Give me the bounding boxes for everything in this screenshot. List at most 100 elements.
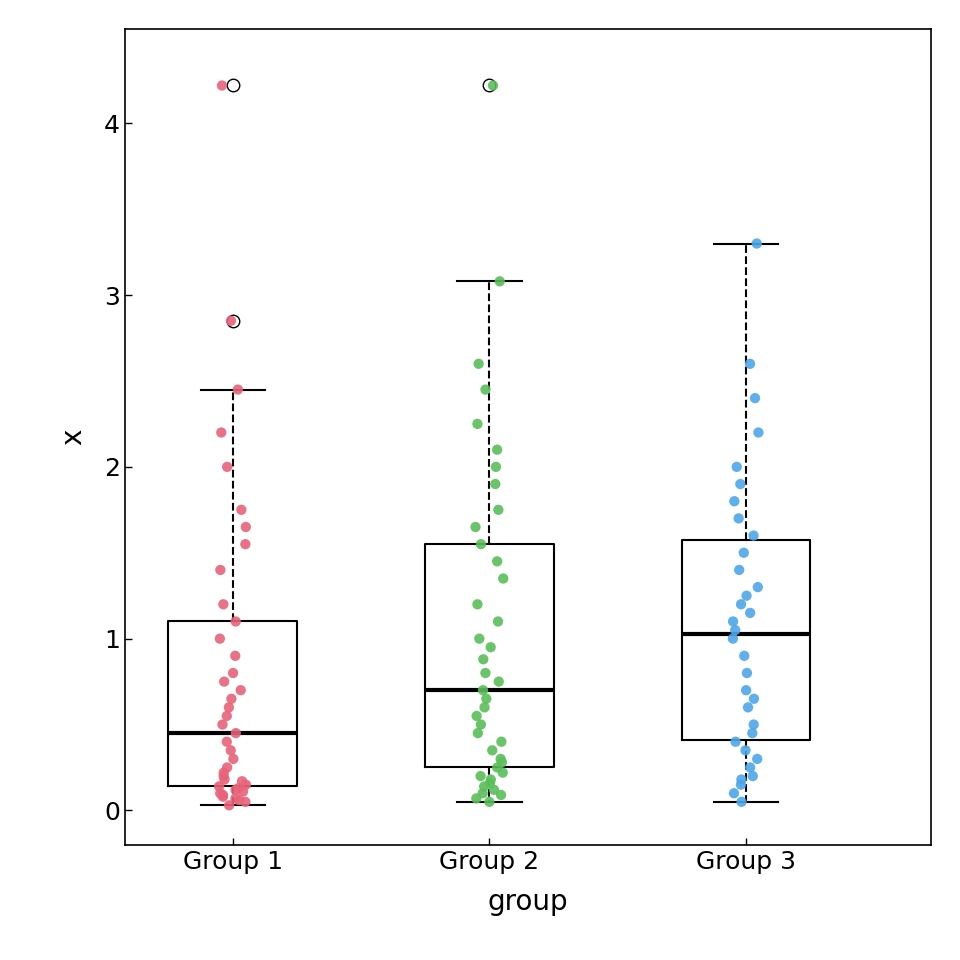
Point xyxy=(490,554,505,569)
Point xyxy=(212,785,228,801)
Point xyxy=(494,755,510,770)
Point xyxy=(736,545,752,561)
Point xyxy=(219,734,234,750)
Point xyxy=(745,768,760,783)
Point xyxy=(478,382,493,397)
Point xyxy=(739,665,755,681)
Point xyxy=(477,700,492,715)
Point xyxy=(488,476,503,492)
Point xyxy=(216,596,231,612)
Point xyxy=(745,726,760,741)
Point xyxy=(473,717,489,732)
Point xyxy=(479,691,494,707)
Point xyxy=(489,459,504,474)
Point xyxy=(740,700,756,715)
Point xyxy=(224,313,239,328)
Y-axis label: x: x xyxy=(60,428,87,445)
Point xyxy=(220,759,235,775)
Point xyxy=(213,563,228,578)
Point xyxy=(727,493,742,509)
Point xyxy=(215,787,230,803)
Point xyxy=(725,631,740,646)
Point xyxy=(746,691,761,707)
Point xyxy=(226,752,241,767)
Point xyxy=(217,674,232,689)
Point xyxy=(483,772,498,787)
Point xyxy=(224,691,239,707)
Point xyxy=(750,580,765,595)
Point xyxy=(750,752,765,767)
Point xyxy=(222,798,237,813)
Point xyxy=(215,717,230,732)
Point xyxy=(478,665,493,681)
Point xyxy=(728,734,743,750)
X-axis label: group: group xyxy=(488,888,568,916)
Point xyxy=(733,794,749,809)
Point xyxy=(726,613,741,629)
Point xyxy=(228,782,243,798)
Point xyxy=(738,683,754,698)
Point xyxy=(490,759,505,775)
Point xyxy=(221,700,236,715)
Point xyxy=(736,648,752,663)
Point xyxy=(238,519,253,535)
Point xyxy=(493,787,509,803)
Point xyxy=(219,708,234,724)
Point xyxy=(495,571,511,587)
Point xyxy=(728,622,743,637)
Point xyxy=(733,596,749,612)
Point xyxy=(238,537,253,552)
Point xyxy=(476,779,492,794)
Point xyxy=(216,765,231,780)
Point xyxy=(486,78,501,93)
Point xyxy=(468,708,484,724)
Point xyxy=(469,596,485,612)
Point xyxy=(473,537,489,552)
Point xyxy=(214,425,229,441)
Point xyxy=(492,752,508,767)
Point xyxy=(233,502,249,517)
Point xyxy=(238,794,253,809)
Point xyxy=(211,779,227,794)
Point xyxy=(235,784,251,800)
Point xyxy=(742,759,757,775)
Point xyxy=(468,791,484,806)
Point xyxy=(231,792,247,807)
Point xyxy=(212,631,228,646)
Point xyxy=(475,785,491,801)
Point xyxy=(473,768,489,783)
Point xyxy=(230,780,246,796)
Point xyxy=(483,639,498,655)
Point xyxy=(491,502,506,517)
Point xyxy=(742,356,757,372)
Point xyxy=(727,785,742,801)
Point xyxy=(475,683,491,698)
Point xyxy=(228,791,243,806)
Point xyxy=(491,613,506,629)
Point xyxy=(228,648,243,663)
Point xyxy=(747,391,762,406)
Point xyxy=(471,631,487,646)
Point xyxy=(485,743,500,758)
Point xyxy=(482,794,497,809)
Point xyxy=(475,652,491,667)
Point xyxy=(234,774,250,789)
Point xyxy=(238,777,253,792)
Point xyxy=(731,511,746,526)
Point xyxy=(751,425,766,441)
Point xyxy=(223,743,238,758)
Point xyxy=(228,613,244,629)
Point xyxy=(732,563,747,578)
Point xyxy=(493,734,509,750)
Point xyxy=(495,765,511,780)
Point xyxy=(226,665,241,681)
Point xyxy=(749,236,764,252)
Point xyxy=(469,417,485,432)
Point xyxy=(729,459,744,474)
Point xyxy=(490,442,505,457)
Point xyxy=(215,789,230,804)
Point xyxy=(214,78,229,93)
Point xyxy=(732,476,748,492)
Point xyxy=(216,768,231,783)
Point xyxy=(738,743,754,758)
